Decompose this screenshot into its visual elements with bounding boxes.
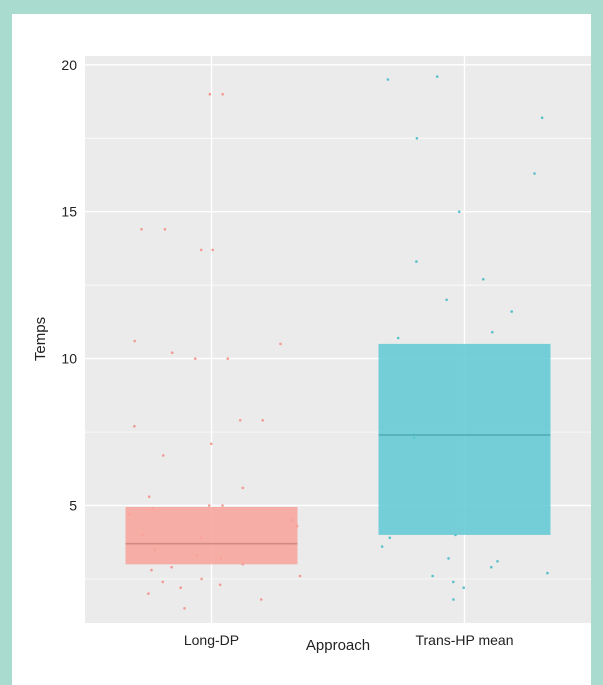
data-point	[211, 248, 214, 252]
data-point	[221, 504, 224, 507]
data-point	[298, 574, 302, 578]
data-point	[415, 260, 418, 263]
data-point	[170, 565, 173, 569]
data-point	[380, 545, 384, 548]
data-point	[482, 278, 485, 281]
data-point	[133, 424, 136, 428]
data-point	[496, 560, 499, 563]
data-point	[452, 580, 455, 584]
data-point	[150, 568, 153, 572]
data-point	[388, 536, 392, 540]
data-point	[199, 248, 203, 252]
data-point	[241, 486, 245, 490]
data-point	[462, 586, 466, 589]
box-1	[125, 507, 298, 565]
data-point	[533, 172, 536, 175]
data-point	[207, 504, 211, 507]
x-tick-labels: Long-DP Trans-HP mean	[184, 632, 514, 648]
data-point	[221, 92, 224, 96]
data-point	[259, 598, 263, 601]
boxes	[125, 343, 551, 565]
data-point	[435, 75, 439, 78]
chart-card: 5 10 15 20 Long-DP Trans-HP mean Approach Te…	[12, 14, 591, 685]
data-point	[183, 607, 186, 610]
data-point	[279, 342, 282, 346]
data-point	[133, 339, 136, 343]
data-point	[396, 336, 400, 340]
x-tick-label: Trans-HP mean	[415, 632, 513, 648]
data-point	[447, 557, 450, 560]
box-plot-chart: 5 10 15 20 Long-DP Trans-HP mean Approach Te…	[32, 56, 591, 654]
data-point	[161, 454, 165, 457]
data-point	[546, 571, 549, 575]
y-tick-label: 15	[61, 204, 77, 220]
data-point	[208, 92, 212, 96]
y-axis-title: Temps	[32, 317, 49, 361]
data-point	[491, 330, 494, 334]
data-point	[147, 592, 150, 595]
data-point	[170, 351, 174, 355]
y-tick-label: 20	[61, 57, 77, 73]
data-point	[163, 228, 167, 231]
data-point	[161, 580, 165, 584]
data-point	[490, 565, 493, 569]
data-point	[452, 598, 455, 601]
box-2	[378, 343, 551, 535]
y-tick-label: 5	[69, 498, 77, 514]
data-point	[540, 116, 544, 119]
data-point	[226, 357, 230, 360]
data-point	[209, 442, 213, 446]
data-point	[386, 78, 390, 81]
data-point	[261, 419, 264, 422]
x-tick-label: Long-DP	[184, 632, 239, 648]
data-point	[445, 298, 448, 302]
data-point	[457, 210, 461, 213]
data-point	[147, 495, 151, 499]
y-tick-label: 10	[61, 351, 77, 367]
x-axis-title: Approach	[306, 637, 370, 654]
data-point	[194, 357, 197, 360]
data-point	[415, 137, 419, 140]
y-tick-labels: 5 10 15 20	[61, 57, 77, 514]
data-point	[200, 577, 203, 581]
data-point	[431, 574, 434, 578]
data-point	[510, 310, 513, 313]
data-point	[140, 228, 143, 231]
data-point	[238, 419, 242, 422]
data-point	[179, 586, 182, 589]
data-point	[218, 583, 222, 587]
